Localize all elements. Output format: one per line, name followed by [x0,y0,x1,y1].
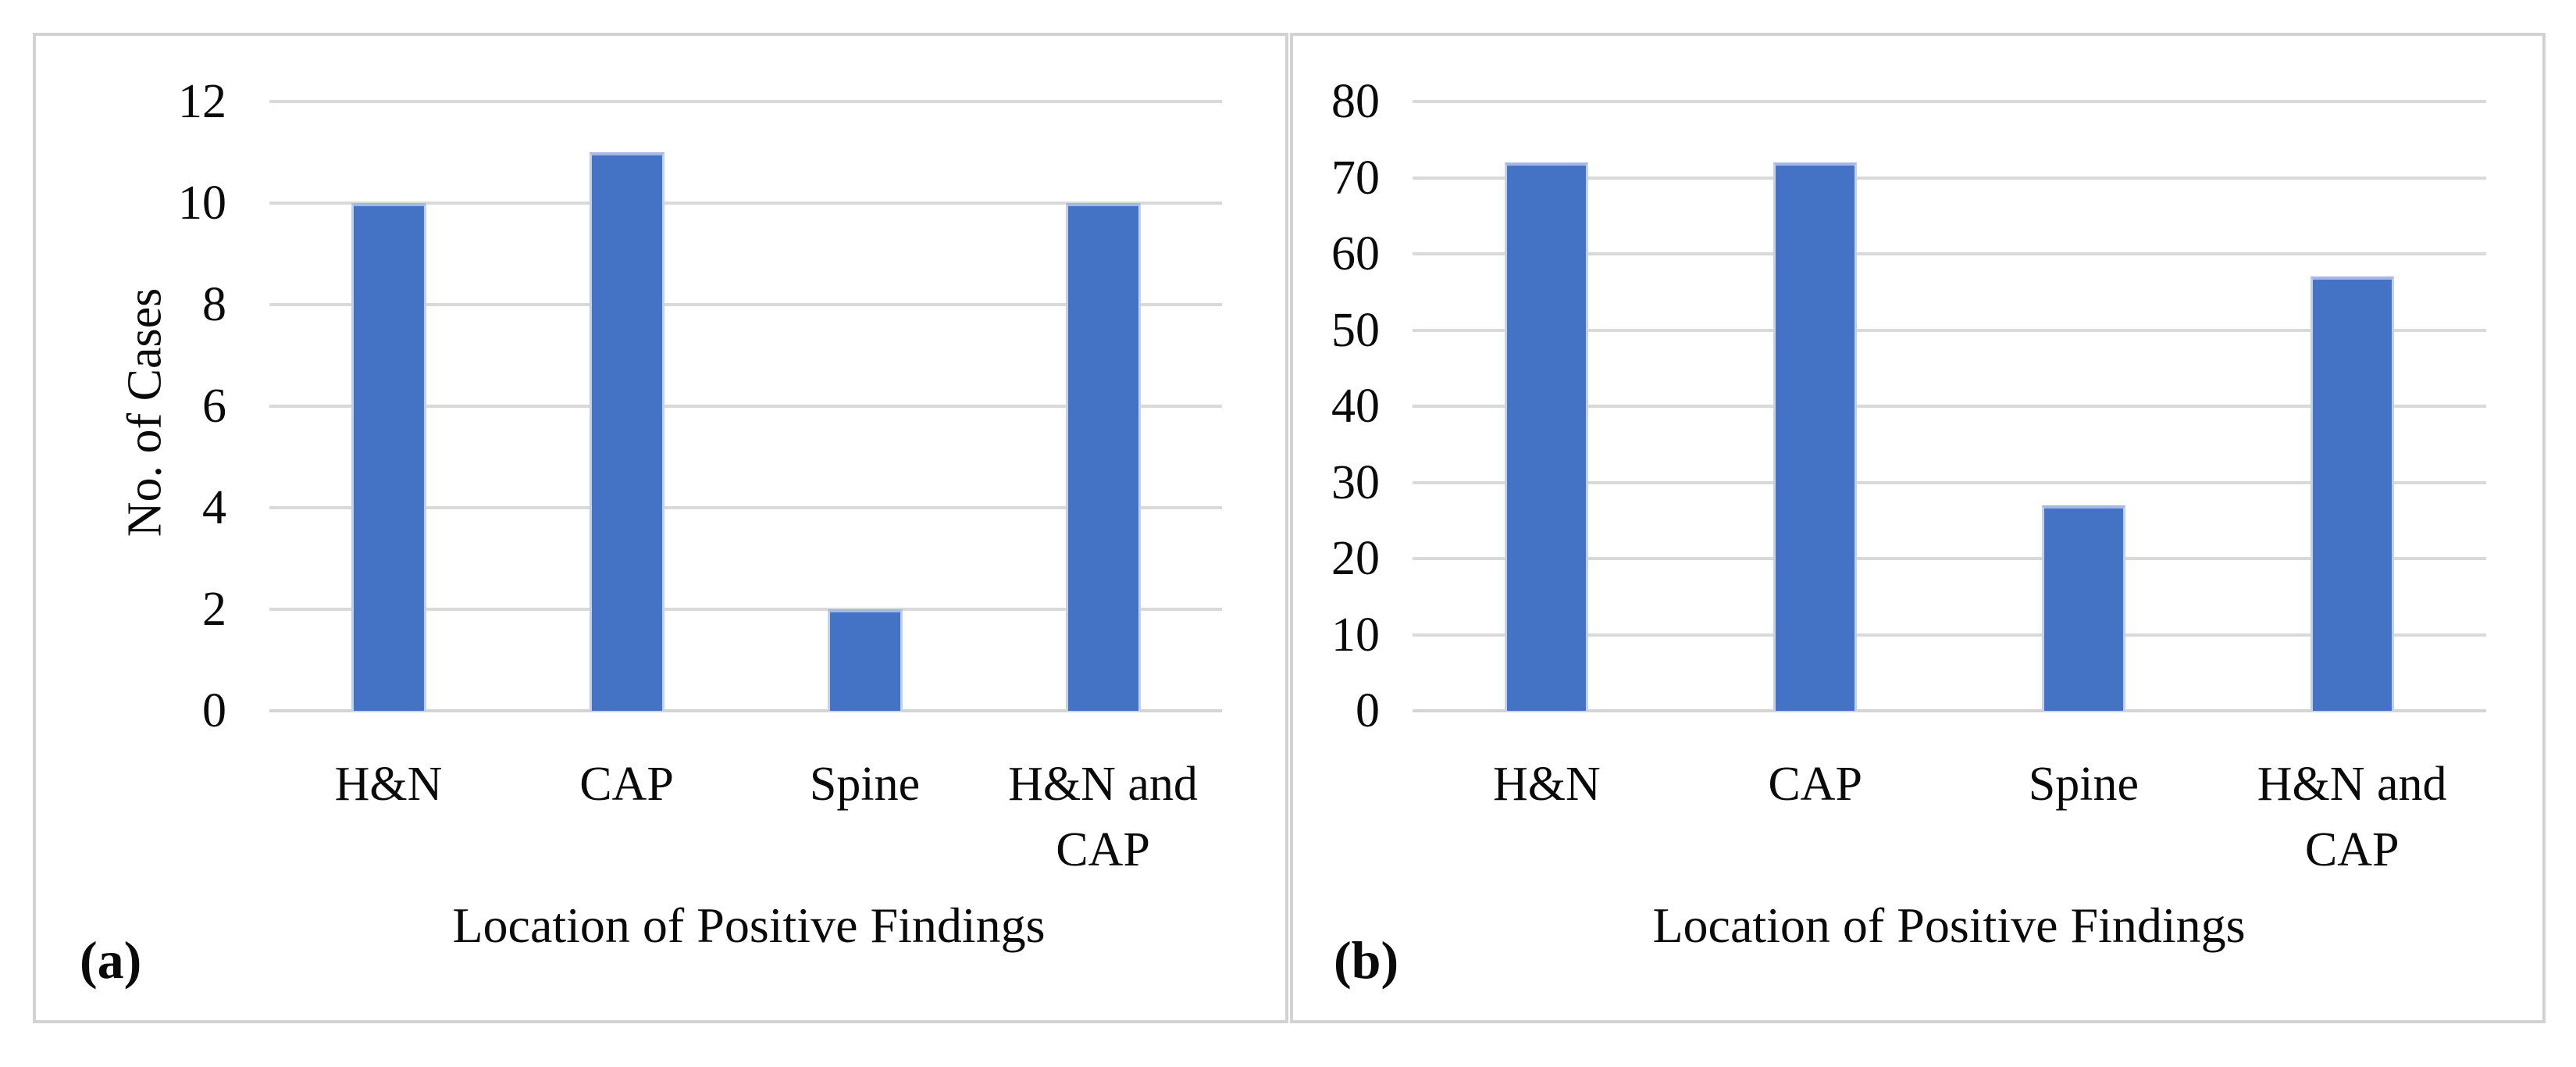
y-tick-label: 20 [1331,532,1380,585]
x-category-label: H&N [1383,751,1711,817]
x-axis-title: Location of Positive Findings [1652,897,2246,953]
bar-0 [1505,162,1589,711]
bar-2 [2041,505,2125,711]
x-category-label-line: CAP [2304,823,2400,876]
x-category-label-line: Spine [809,758,921,811]
x-category-label-line: H&N and [1008,758,1198,811]
gridline [1413,480,2486,484]
bar-0 [351,203,426,711]
x-axis-baseline [269,709,1222,712]
gridline [1413,252,2486,255]
plot-area-a: 0 2 4 6 8 10 12 H&N CAP Spine H&N and CAP [178,75,1222,876]
bar-3 [2310,277,2394,711]
x-category-label-line: H&N and [2257,758,2447,811]
x-axis-title: Location of Positive Findings [452,897,1046,953]
panel-b: 0 10 20 30 40 50 60 70 80 H&N CAP Spine H&N and CAP L… [1290,33,2546,1023]
x-category-label-line: CAP [1768,758,1862,811]
gridline [1413,405,2486,408]
y-tick-label: 4 [202,481,226,534]
y-tick-label: 2 [202,583,226,636]
panel-label-a: (a) [80,930,142,990]
x-category-label-line: CAP [579,758,674,811]
x-category-label-line: CAP [1056,823,1150,876]
y-tick-label: 80 [1331,75,1380,128]
gridline [269,405,1222,408]
x-category-label-line: Spine [2028,758,2139,811]
x-category-label: Spine [1919,751,2247,817]
x-category-label-line: H&N [334,758,443,811]
bar-1 [1773,162,1858,711]
x-category-label: CAP [463,751,791,817]
y-tick-label: 30 [1331,455,1380,509]
gridline [269,506,1222,509]
x-category-label: H&N and CAP [2188,751,2516,883]
gridline [1413,176,2486,180]
gridline [1413,633,2486,637]
y-tick-label: 8 [202,278,226,331]
x-category-label: H&N and CAP [939,751,1267,883]
y-tick-label: 70 [1331,151,1380,205]
y-tick-label: 12 [178,75,226,128]
y-tick-label: 10 [178,177,226,230]
plot-area-b: 0 10 20 30 40 50 60 70 80 H&N CAP Spine H&N and CAP [1331,75,2486,876]
y-tick-label: 40 [1331,380,1380,433]
bar-2 [827,609,903,711]
y-tick-label: 50 [1331,303,1380,357]
gridline [269,608,1222,611]
bar-3 [1065,203,1141,711]
y-tick-label: 60 [1331,227,1380,280]
y-tick-label: 6 [202,380,226,433]
x-category-label: Spine [701,751,1029,817]
gridline [269,202,1222,205]
gridline [1413,100,2486,103]
x-category-label-line: H&N [1492,758,1601,811]
x-category-label: H&N [225,751,553,817]
panel-label-b: (b) [1334,930,1399,990]
x-axis-baseline [1413,709,2486,712]
gridline [1413,328,2486,332]
y-tick-label: 0 [1356,684,1380,737]
bar-1 [589,152,664,711]
y-tick-label: 0 [202,684,226,737]
x-category-label: CAP [1651,751,1979,817]
y-tick-label: 10 [1331,608,1380,662]
gridline [269,303,1222,306]
panel-a: No. of Cases 0 2 4 6 8 10 12 H&N CAP Spine H&N and… [33,33,1288,1023]
gridline [1413,557,2486,560]
gridline [269,100,1222,103]
